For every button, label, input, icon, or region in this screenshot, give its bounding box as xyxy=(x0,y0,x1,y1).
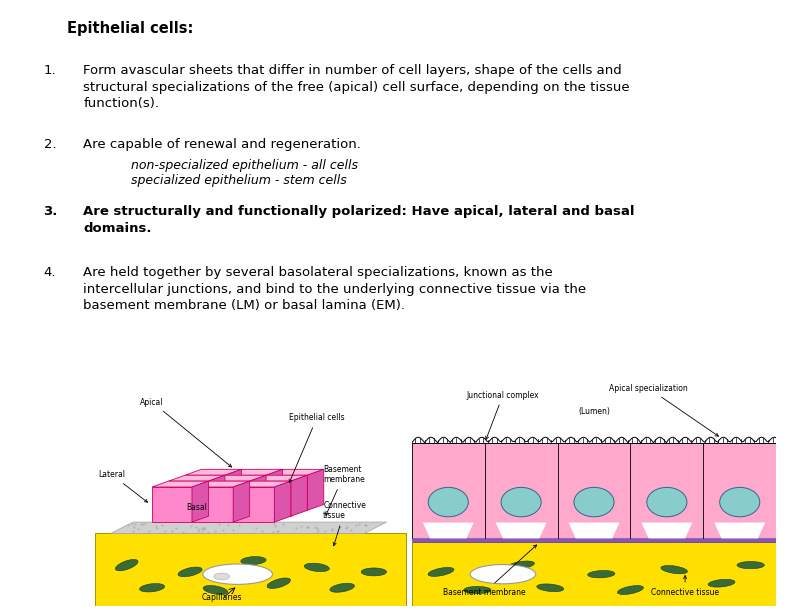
Ellipse shape xyxy=(361,568,386,576)
Polygon shape xyxy=(169,481,208,516)
Ellipse shape xyxy=(470,564,535,584)
Polygon shape xyxy=(111,522,386,534)
Ellipse shape xyxy=(329,583,355,592)
Polygon shape xyxy=(569,523,619,539)
Polygon shape xyxy=(268,469,324,476)
Ellipse shape xyxy=(737,561,764,569)
Polygon shape xyxy=(642,523,692,539)
Ellipse shape xyxy=(203,586,228,594)
Polygon shape xyxy=(307,469,324,510)
Text: Basement membrane: Basement membrane xyxy=(444,545,537,597)
Polygon shape xyxy=(95,534,406,606)
Text: Connective
tissue: Connective tissue xyxy=(323,501,366,546)
Text: Epithelial cells:: Epithelial cells: xyxy=(67,21,194,37)
Polygon shape xyxy=(193,487,233,522)
Ellipse shape xyxy=(661,565,687,574)
Polygon shape xyxy=(152,481,208,487)
Ellipse shape xyxy=(241,556,266,565)
Polygon shape xyxy=(185,469,242,476)
Ellipse shape xyxy=(464,586,491,594)
Text: Are structurally and functionally polarized: Have apical, lateral and basal
doma: Are structurally and functionally polari… xyxy=(83,205,634,234)
Bar xyxy=(412,542,776,606)
Text: Basal: Basal xyxy=(186,503,207,512)
Text: Basement
membrane: Basement membrane xyxy=(323,465,365,515)
Text: 3.: 3. xyxy=(44,205,58,218)
Polygon shape xyxy=(496,523,546,539)
Polygon shape xyxy=(251,481,291,516)
Polygon shape xyxy=(234,481,291,487)
Polygon shape xyxy=(185,476,225,510)
Polygon shape xyxy=(210,476,266,481)
Ellipse shape xyxy=(304,563,329,572)
Polygon shape xyxy=(152,487,192,522)
Text: Form avascular sheets that differ in number of cell layers, shape of the cells a: Form avascular sheets that differ in num… xyxy=(83,64,630,110)
Text: Apical specialization: Apical specialization xyxy=(609,384,718,436)
Ellipse shape xyxy=(203,564,272,584)
Polygon shape xyxy=(274,481,291,522)
Ellipse shape xyxy=(428,567,454,577)
Ellipse shape xyxy=(618,586,643,594)
Polygon shape xyxy=(423,523,474,539)
Text: Apical: Apical xyxy=(140,398,231,467)
Ellipse shape xyxy=(116,559,138,571)
Text: (Lumen): (Lumen) xyxy=(578,406,610,416)
Polygon shape xyxy=(268,476,307,510)
Bar xyxy=(412,443,776,539)
Ellipse shape xyxy=(537,584,564,592)
Ellipse shape xyxy=(178,567,202,577)
Text: Epithelial cells: Epithelial cells xyxy=(289,414,345,482)
Ellipse shape xyxy=(139,584,165,592)
Ellipse shape xyxy=(574,487,614,517)
Text: 4.: 4. xyxy=(44,266,56,279)
Ellipse shape xyxy=(428,487,468,517)
Text: 1.: 1. xyxy=(44,64,56,77)
Ellipse shape xyxy=(501,487,541,517)
Text: Capillaries: Capillaries xyxy=(201,594,242,602)
Ellipse shape xyxy=(508,561,535,569)
Text: Are held together by several basolateral specializations, known as the
intercell: Are held together by several basolateral… xyxy=(83,266,586,312)
Polygon shape xyxy=(225,469,242,510)
Polygon shape xyxy=(193,481,249,487)
Text: Junctional complex: Junctional complex xyxy=(466,390,539,439)
Bar xyxy=(412,539,776,542)
Text: Connective tissue: Connective tissue xyxy=(651,576,719,597)
Polygon shape xyxy=(266,469,283,510)
Polygon shape xyxy=(233,481,249,522)
Polygon shape xyxy=(210,481,249,516)
Polygon shape xyxy=(291,476,307,516)
Ellipse shape xyxy=(588,570,615,578)
Polygon shape xyxy=(234,487,274,522)
Text: non-specialized epithelium - all cells: non-specialized epithelium - all cells xyxy=(131,159,358,172)
Text: Are capable of renewal and regeneration.: Are capable of renewal and regeneration. xyxy=(83,138,361,151)
Text: specialized epithelium - stem cells: specialized epithelium - stem cells xyxy=(131,174,346,187)
Ellipse shape xyxy=(647,487,687,517)
Polygon shape xyxy=(169,476,225,481)
Text: Lateral: Lateral xyxy=(98,470,147,502)
Polygon shape xyxy=(192,481,208,522)
Polygon shape xyxy=(714,523,765,539)
Polygon shape xyxy=(251,476,307,481)
Ellipse shape xyxy=(214,573,230,580)
Ellipse shape xyxy=(267,578,291,589)
Text: 2.: 2. xyxy=(44,138,56,151)
Polygon shape xyxy=(208,476,225,516)
Ellipse shape xyxy=(708,580,735,587)
Ellipse shape xyxy=(720,487,760,517)
Polygon shape xyxy=(227,476,266,510)
Polygon shape xyxy=(249,476,266,516)
Polygon shape xyxy=(227,469,283,476)
